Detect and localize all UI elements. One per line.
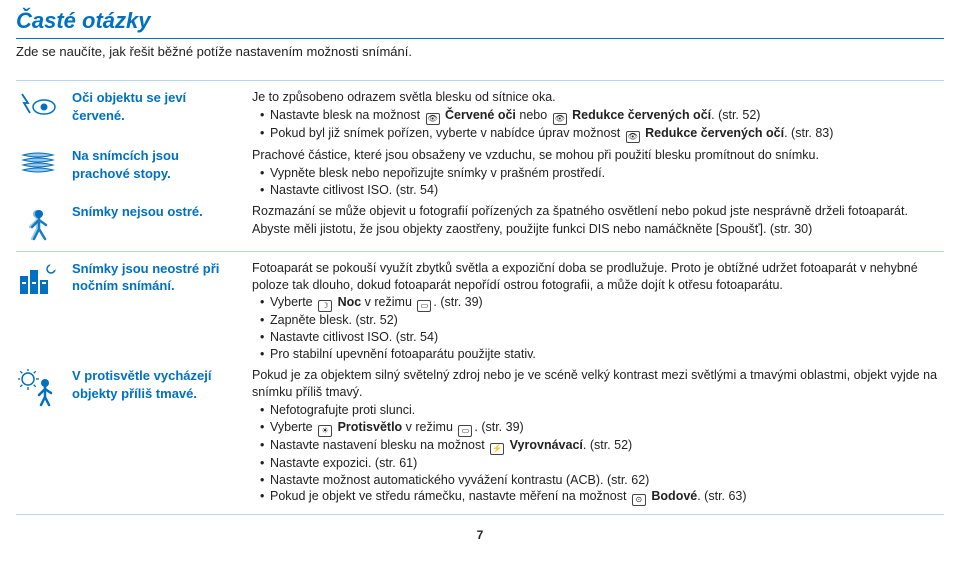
question-text: Oči objektu se jeví červené. <box>72 89 240 143</box>
eye-fix-icon: 👁 <box>626 131 640 143</box>
row-icon <box>16 147 60 199</box>
row-icon <box>16 203 60 243</box>
backlight-icon: ☀ <box>318 425 332 437</box>
faq-row: Na snímcích jsou prachové stopy. Prachov… <box>16 145 944 201</box>
faq-table: Oči objektu se jeví červené. Je to způso… <box>16 74 944 521</box>
bullet-item: Nefotografujte proti slunci. <box>260 402 944 419</box>
faq-row: Snímky nejsou ostré. Rozmazání se může o… <box>16 201 944 245</box>
question-text: Na snímcích jsou prachové stopy. <box>72 147 240 199</box>
bullet-item: Vypněte blesk nebo nepořizujte snímky v … <box>260 165 944 182</box>
faq-row: Oči objektu se jeví červené. Je to způso… <box>16 87 944 145</box>
bullet-item: Zapněte blesk. (str. 52) <box>260 312 944 329</box>
answer-bullets: Nastavte blesk na možnost 👁 Červené oči … <box>252 107 944 143</box>
answer-text: Prachové částice, které jsou obsaženy ve… <box>252 147 944 199</box>
row-icon <box>16 367 60 506</box>
question-text: Snímky nejsou ostré. <box>72 203 240 243</box>
answer-text: Fotoaparát se pokouší využít zbytků svět… <box>252 260 944 363</box>
bolt-icon: ⚡ <box>490 443 504 455</box>
scene-icon: ▭ <box>458 425 472 437</box>
question-text: V protisvětle vycházejí objekty příliš t… <box>72 367 240 506</box>
answer-text: Je to způsobeno odrazem světla blesku od… <box>252 89 944 143</box>
divider <box>16 514 944 515</box>
divider <box>16 251 944 252</box>
divider <box>16 80 944 81</box>
eye-red-icon: 👁 <box>426 113 440 125</box>
bullet-item: Vyberte ☀ Protisvětlo v režimu ▭. (str. … <box>260 419 944 437</box>
moon-icon: ☽ <box>318 300 332 312</box>
page-number: 7 <box>16 527 944 543</box>
answer-text: Pokud je za objektem silný světelný zdro… <box>252 367 944 506</box>
eye-fix-icon: 👁 <box>553 113 567 125</box>
page-title: Časté otázky <box>16 6 944 39</box>
scene-icon: ▭ <box>417 300 431 312</box>
bullet-item: Pro stabilní upevnění fotoaparátu použij… <box>260 346 944 363</box>
faq-row: V protisvětle vycházejí objekty příliš t… <box>16 365 944 508</box>
page-subtitle: Zde se naučíte, jak řešit běžné potíže n… <box>16 43 944 61</box>
row-icon <box>16 89 60 143</box>
bullet-item: Nastavte citlivost ISO. (str. 54) <box>260 182 944 199</box>
bullet-item: Nastavte expozici. (str. 61) <box>260 455 944 472</box>
bullet-item: Vyberte ☽ Noc v režimu ▭. (str. 39) <box>260 294 944 312</box>
faq-row: Snímky jsou neostré při nočním snímání. … <box>16 258 944 365</box>
question-text: Snímky jsou neostré při nočním snímání. <box>72 260 240 363</box>
answer-bullets: Vyberte ☽ Noc v režimu ▭. (str. 39)Zapně… <box>252 294 944 363</box>
answer-text: Rozmazání se může objevit u fotografií p… <box>252 203 944 243</box>
bullet-item: Nastavte možnost automatického vyvážení … <box>260 472 944 489</box>
bullet-item: Pokud je objekt ve středu rámečku, nasta… <box>260 488 944 506</box>
spot-icon: ⊙ <box>632 494 646 506</box>
row-icon <box>16 260 60 363</box>
answer-bullets: Nefotografujte proti slunci.Vyberte ☀ Pr… <box>252 402 944 507</box>
bullet-item: Pokud byl již snímek pořízen, vyberte v … <box>260 125 944 143</box>
bullet-item: Nastavte blesk na možnost 👁 Červené oči … <box>260 107 944 125</box>
bullet-item: Nastavte nastavení blesku na možnost ⚡ V… <box>260 437 944 455</box>
answer-bullets: Vypněte blesk nebo nepořizujte snímky v … <box>252 165 944 199</box>
bullet-item: Nastavte citlivost ISO. (str. 54) <box>260 329 944 346</box>
